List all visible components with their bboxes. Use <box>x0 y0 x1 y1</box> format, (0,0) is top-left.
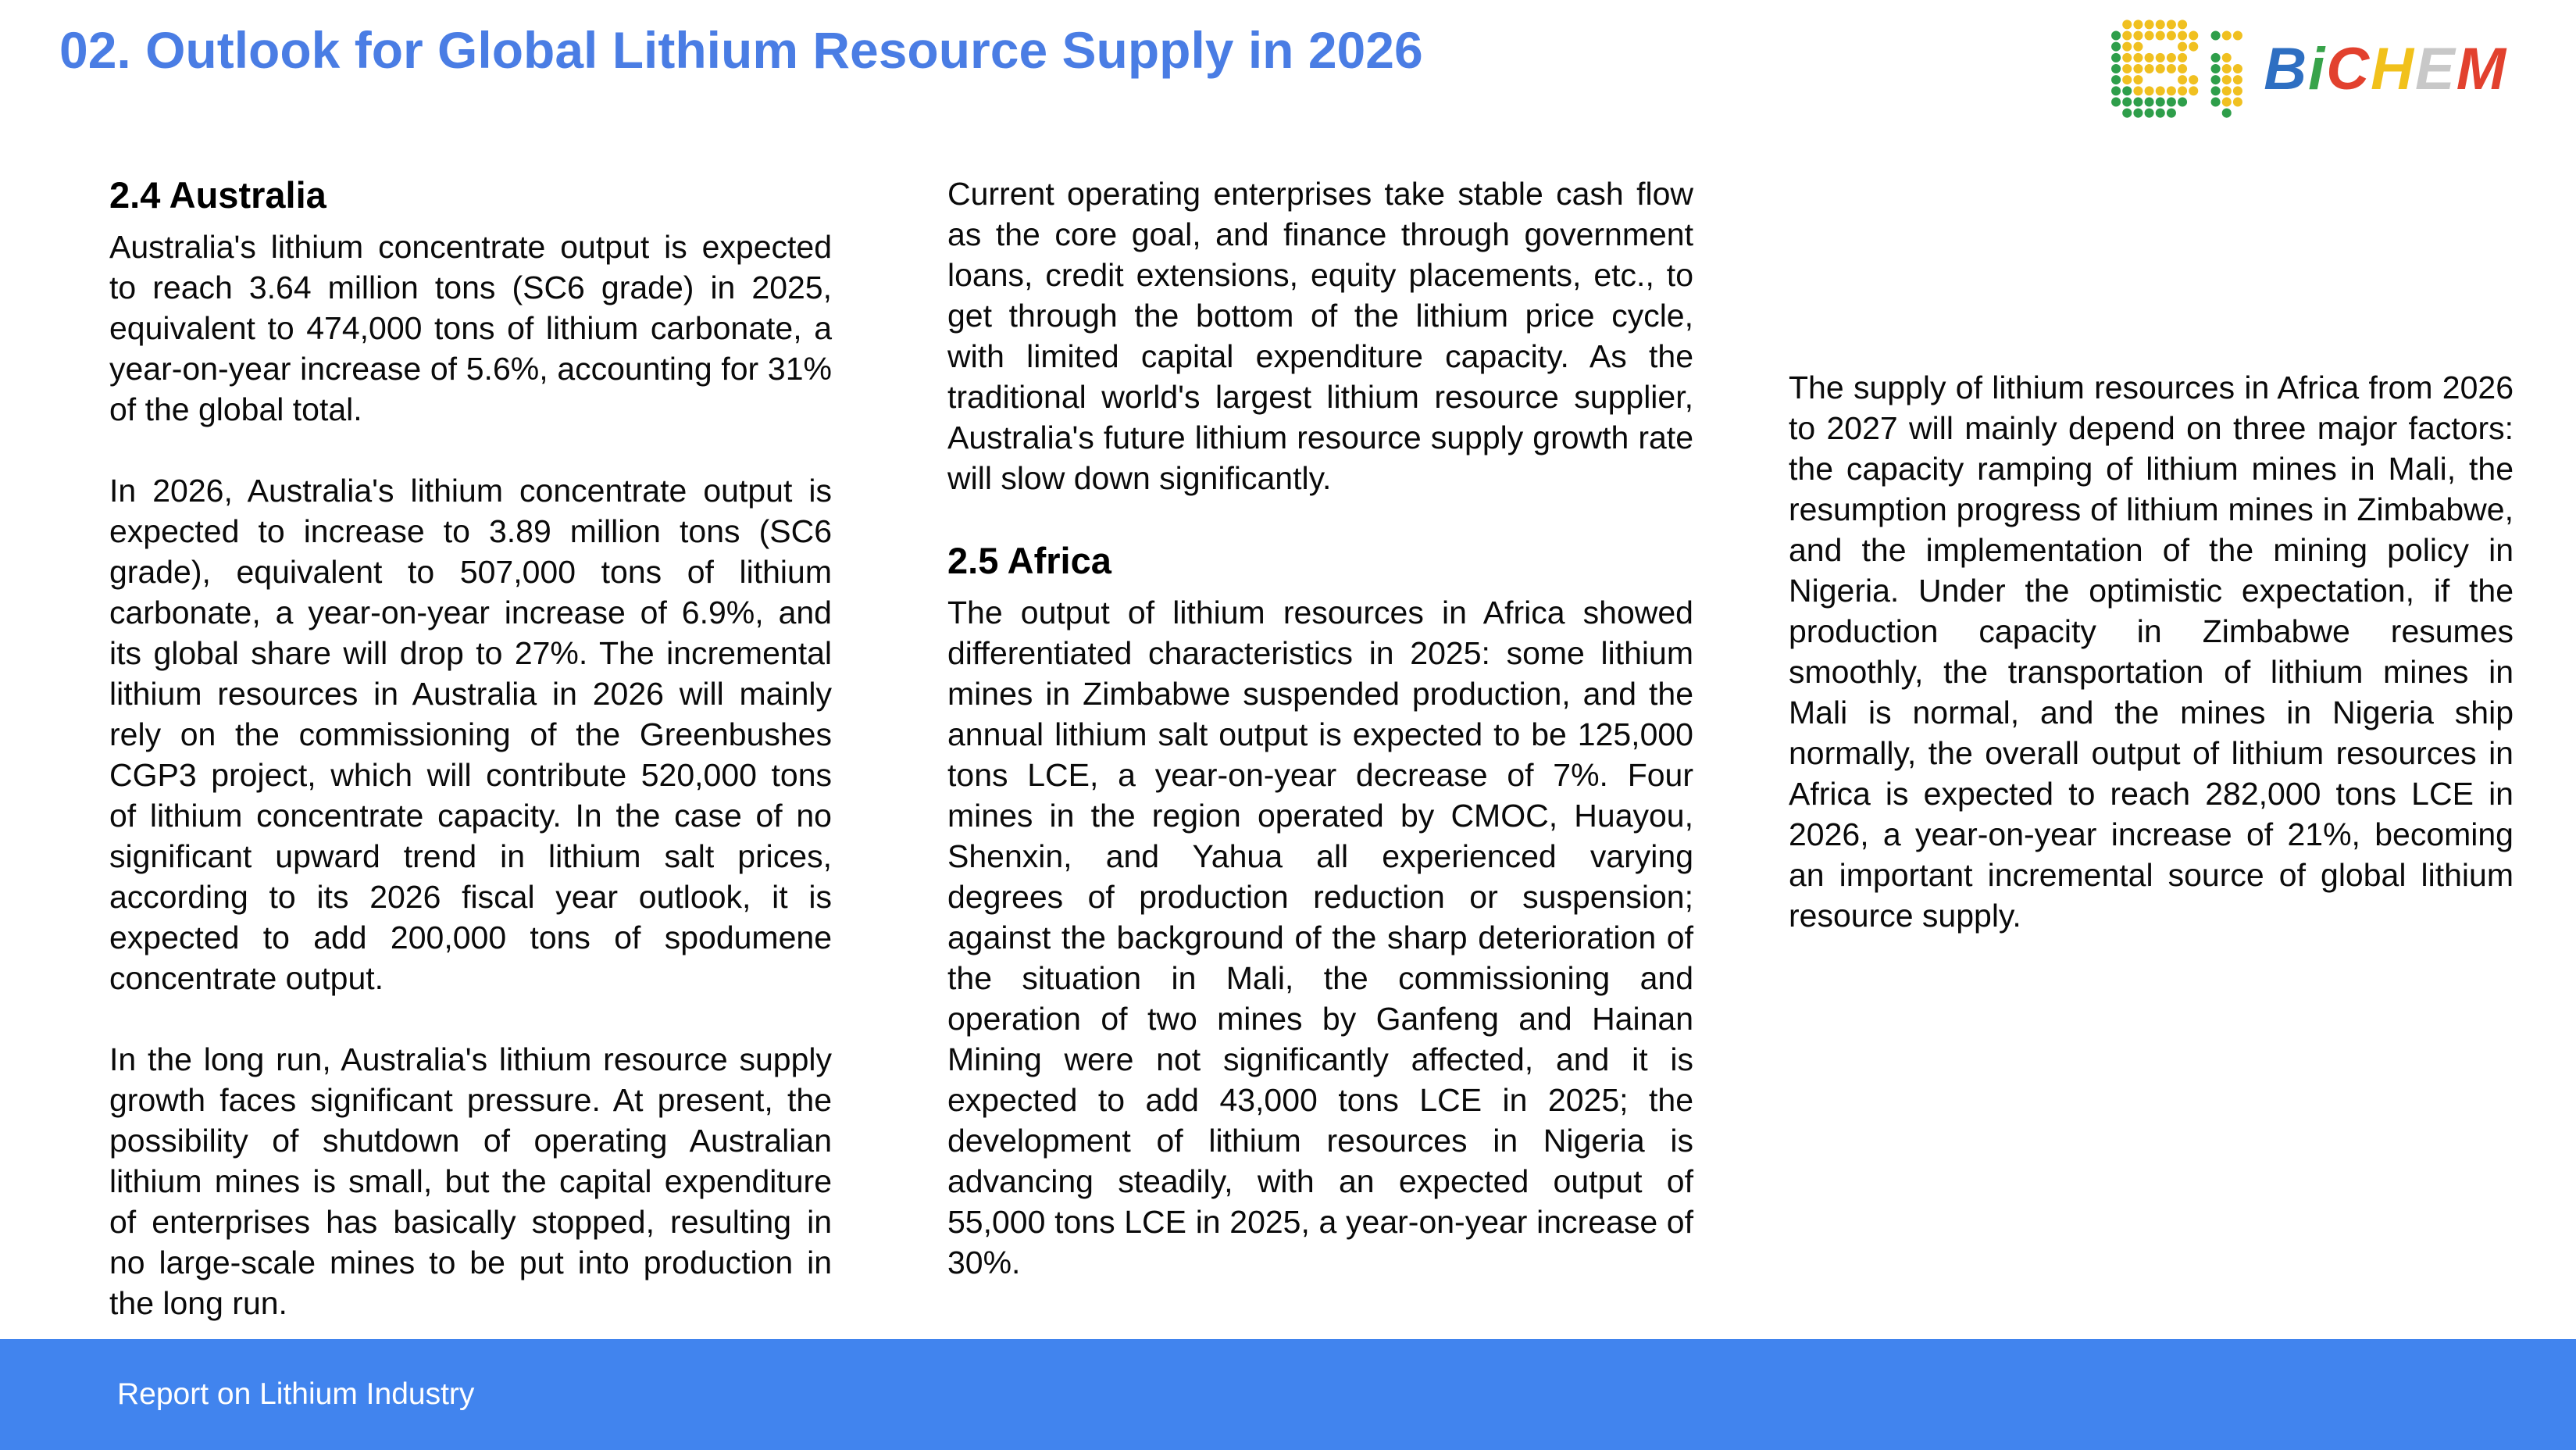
logo-letter-b: B <box>2264 35 2309 102</box>
footer-label: Report on Lithium Industry <box>117 1377 475 1411</box>
logo-letter-h: H <box>2371 35 2415 102</box>
paragraph-africa-2025: The output of lithium resources in Afric… <box>947 595 1693 1280</box>
column-australia: 2.4 Australia Australia's lithium concen… <box>109 173 832 1323</box>
paragraph-australia-longrun: In the long run, Australia's lithium res… <box>109 1041 832 1321</box>
footer-bar: Report on Lithium Industry <box>0 1339 2576 1450</box>
logo-letter-c: C <box>2326 35 2371 102</box>
page-title: 02. Outlook for Global Lithium Resource … <box>59 21 1423 79</box>
column-africa-outlook: The supply of lithium resources in Afric… <box>1789 367 2514 936</box>
section-heading-australia: 2.4 Australia <box>109 174 326 216</box>
logo-letter-e: E <box>2414 35 2456 102</box>
logo-letter-m: M <box>2456 35 2507 102</box>
column-australia-cont-africa: Current operating enterprises take stabl… <box>947 173 1693 1283</box>
paragraph-australia-enterprises: Current operating enterprises take stabl… <box>947 176 1693 496</box>
bichem-logo: BiCHEM <box>2110 19 2515 119</box>
section-heading-africa: 2.5 Africa <box>947 540 1111 581</box>
paragraph-australia-2025: Australia's lithium concentrate output i… <box>109 229 832 427</box>
paragraph-africa-2026-outlook: The supply of lithium resources in Afric… <box>1789 370 2514 934</box>
logo-letter-i: i <box>2308 35 2327 102</box>
bichem-logo-dots-icon <box>2111 20 2243 118</box>
paragraph-australia-2026: In 2026, Australia's lithium concentrate… <box>109 473 832 996</box>
bichem-wordmark: BiCHEM <box>2264 35 2515 103</box>
